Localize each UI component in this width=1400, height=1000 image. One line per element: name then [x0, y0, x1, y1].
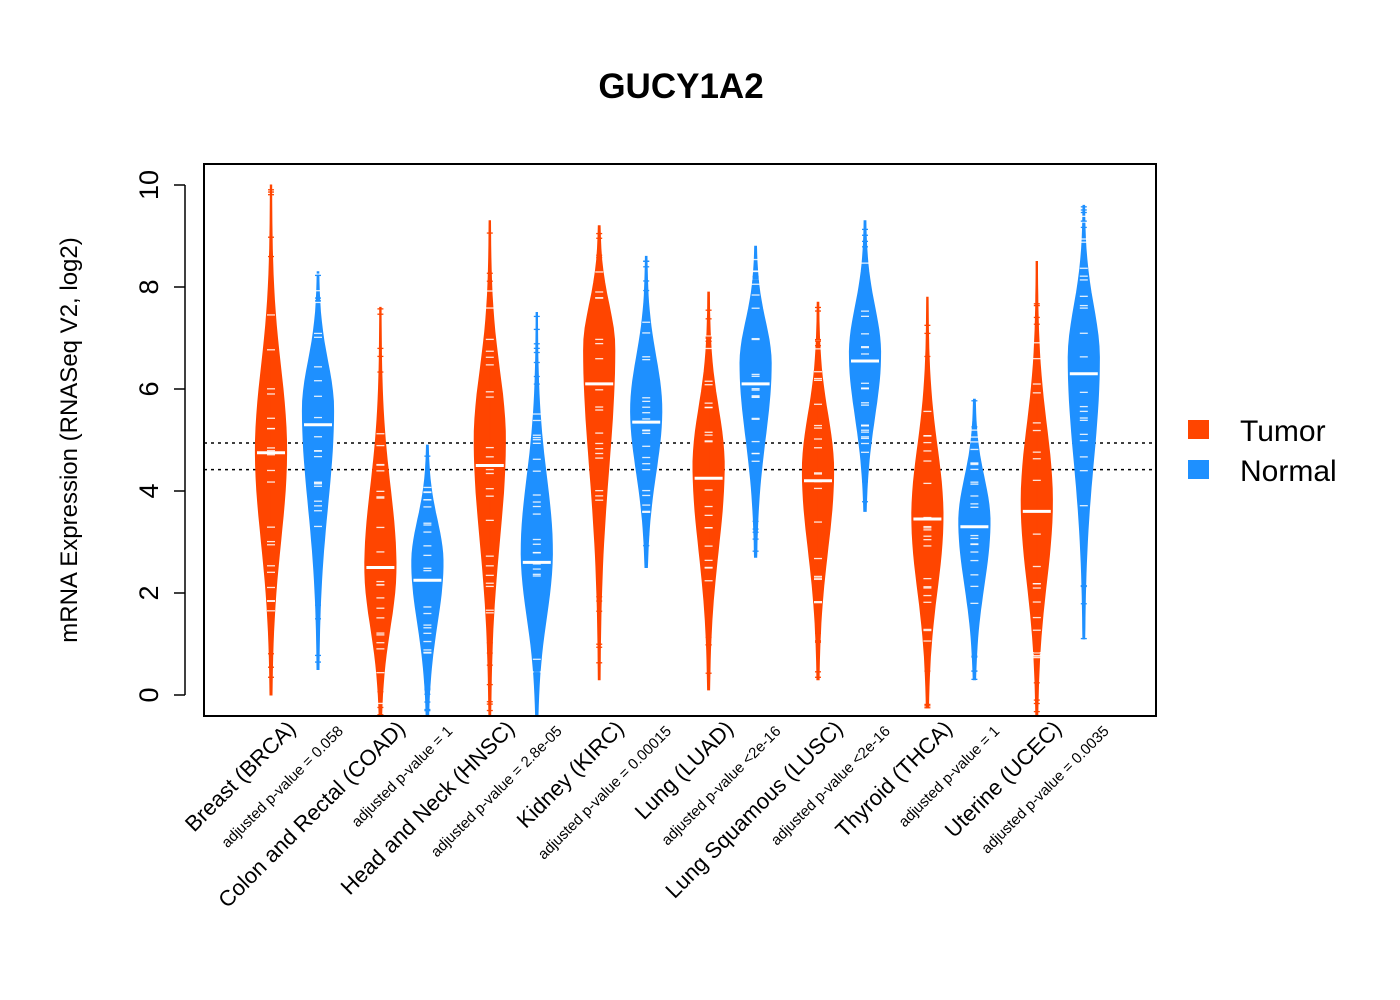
category-group: [473, 220, 553, 716]
y-tick-label: 2: [134, 585, 164, 600]
legend-swatch-normal: [1188, 460, 1209, 479]
y-tick-label: 8: [134, 279, 164, 294]
y-axis-label: mRNA Expression (RNASeq V2, log2): [56, 237, 83, 643]
legend-label-normal: Normal: [1240, 455, 1337, 488]
y-tick-label: 10: [134, 170, 164, 200]
category-label: Lung (LUAD): [630, 716, 738, 824]
category-group: [364, 306, 444, 716]
legend: Tumor Normal: [1188, 415, 1337, 488]
category-group: [254, 184, 335, 696]
category-group: [1020, 204, 1100, 716]
y-tick-label: 0: [134, 687, 164, 702]
y-tick-label: 4: [134, 483, 164, 498]
y-tick-label: 6: [134, 381, 164, 396]
plot-frame: [203, 163, 1157, 717]
category-group: [801, 220, 882, 681]
plot-area: [204, 184, 1156, 716]
legend-label-tumor: Tumor: [1240, 415, 1326, 448]
category-group: [911, 296, 991, 709]
y-axis: 0 2 4 6 8 10: [134, 170, 186, 703]
legend-swatch-tumor: [1188, 420, 1209, 439]
category-group: [692, 245, 772, 691]
chart-title: GUCY1A2: [598, 67, 763, 106]
x-axis-labels: Breast (BRCA)adjusted p-value = 0.058Col…: [180, 716, 1113, 913]
category-group: [583, 225, 663, 681]
